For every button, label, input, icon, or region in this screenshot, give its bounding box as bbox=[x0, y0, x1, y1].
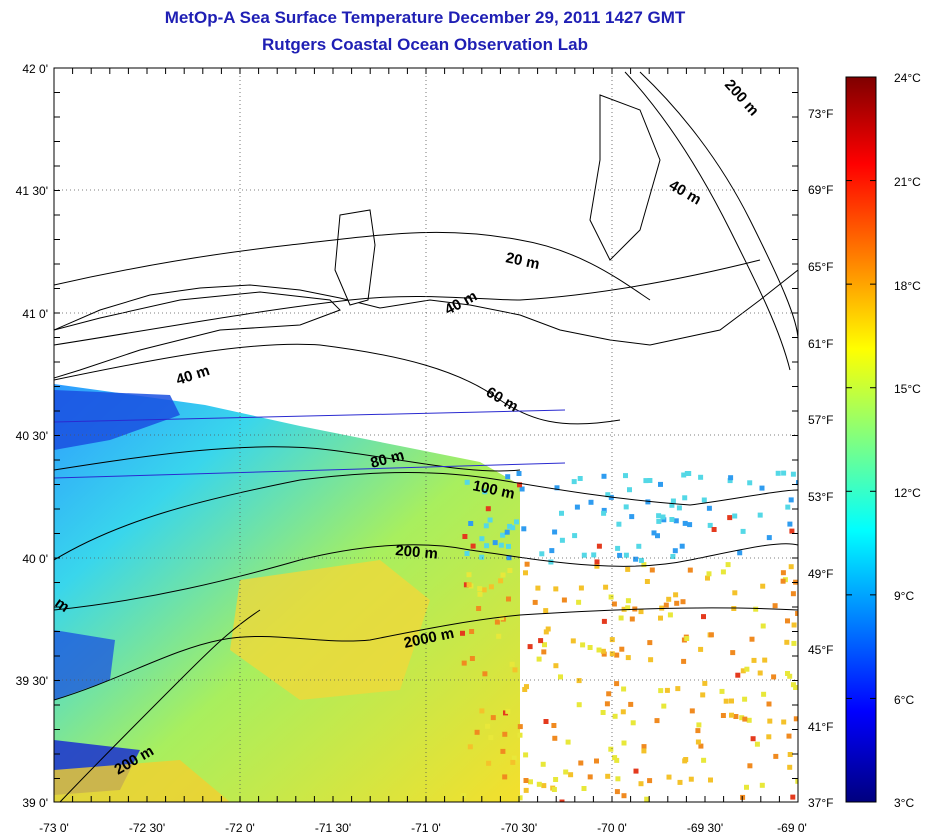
lat-tick: 40 30' bbox=[16, 429, 48, 443]
lon-tick: -72 30' bbox=[129, 821, 165, 835]
lon-tick: -73 0' bbox=[39, 821, 69, 835]
f-tick: 53°F bbox=[808, 490, 833, 504]
lat-tick: 39 30' bbox=[16, 674, 48, 688]
colorbar-gradient bbox=[845, 76, 877, 803]
colorbar-label: 21°C bbox=[894, 175, 921, 189]
colorbar-label: 9°C bbox=[894, 589, 914, 603]
lon-tick: -69 0' bbox=[777, 821, 807, 835]
f-tick: 49°F bbox=[808, 567, 833, 581]
isobath-60m bbox=[54, 343, 621, 425]
lon-tick: -72 0' bbox=[225, 821, 255, 835]
colorbar-label: 12°C bbox=[894, 486, 921, 500]
lon-tick: -69 30' bbox=[687, 821, 723, 835]
colorbar-label: 3°C bbox=[894, 796, 914, 810]
lon-tick: -71 0' bbox=[411, 821, 441, 835]
lon-tick: -70 30' bbox=[501, 821, 537, 835]
map-title: MetOp-A Sea Surface Temperature December… bbox=[164, 8, 686, 27]
f-tick: 57°F bbox=[808, 413, 833, 427]
grid bbox=[54, 68, 798, 802]
f-tick: 45°F bbox=[808, 643, 833, 657]
f-tick: 65°F bbox=[808, 260, 833, 274]
landmass bbox=[54, 68, 798, 379]
lat-tick: 41 30' bbox=[16, 184, 48, 198]
minor-ticks bbox=[53, 67, 798, 802]
sst-speckle bbox=[460, 470, 798, 802]
lat-tick: 41 0' bbox=[22, 307, 48, 321]
f-tick: 61°F bbox=[808, 337, 833, 351]
f-tick: 69°F bbox=[808, 183, 833, 197]
colorbar: 24°C 21°C 18°C 15°C 12°C 9°C 6°C 3°C bbox=[845, 71, 921, 810]
isobath-80m bbox=[54, 446, 521, 472]
isobath-2000m bbox=[54, 607, 798, 701]
colorbar-label: 6°C bbox=[894, 693, 914, 707]
f-tick: 41°F bbox=[808, 720, 833, 734]
lon-tick: -70 0' bbox=[597, 821, 627, 835]
isobath-100m bbox=[54, 472, 798, 561]
map-subtitle: Rutgers Coastal Ocean Observation Lab bbox=[262, 35, 588, 54]
lon-tick: -71 30' bbox=[315, 821, 351, 835]
isobath-label-20m: 20 m bbox=[504, 249, 541, 273]
lat-tick: 40 0' bbox=[22, 552, 48, 566]
colorbar-label: 24°C bbox=[894, 71, 921, 85]
isobath-200m bbox=[54, 543, 798, 611]
lat-tick: 39 0' bbox=[22, 796, 48, 810]
lat-tick: 42 0' bbox=[22, 62, 48, 76]
track-lines bbox=[53, 409, 566, 479]
colorbar-label: 18°C bbox=[894, 279, 921, 293]
latitude-axis: 42 0' 41 30' 41 0' 40 30' 40 0' 39 30' 3… bbox=[16, 62, 48, 810]
colorbar-label: 15°C bbox=[894, 382, 921, 396]
longitude-axis: -73 0' -72 30' -72 0' -71 30' -71 0' -70… bbox=[39, 821, 807, 835]
isobath-label-200m-center: 200 m bbox=[395, 542, 439, 563]
isobath-40m bbox=[54, 259, 761, 346]
isobath-label-40m-west: 40 m bbox=[174, 362, 212, 389]
fahrenheit-axis: 73°F 69°F 65°F 61°F 57°F 53°F 49°F 45°F … bbox=[808, 107, 833, 810]
isobaths bbox=[54, 71, 798, 802]
f-tick: 73°F bbox=[808, 107, 833, 121]
isobath-200m-southwest bbox=[59, 609, 261, 802]
f-tick: 37°F bbox=[808, 796, 833, 810]
sst-swath bbox=[54, 384, 798, 802]
isobath-20m bbox=[54, 231, 651, 301]
